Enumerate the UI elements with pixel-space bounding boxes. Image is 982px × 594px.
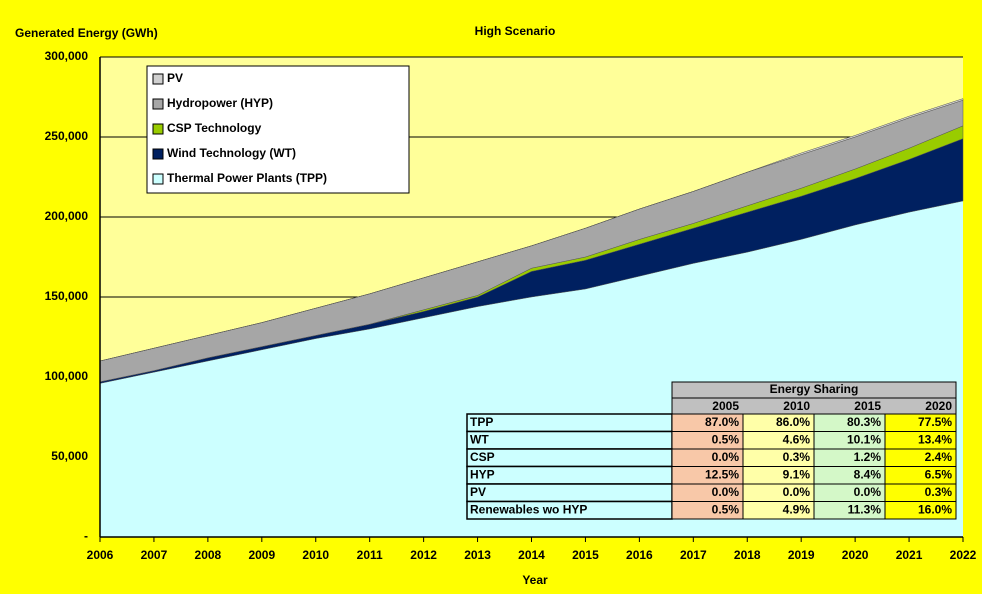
y-tick-label: 150,000: [45, 289, 89, 303]
table-row-label: HYP: [470, 467, 495, 481]
table-cell-text: 86.0%: [776, 415, 810, 429]
table-cell-text: 0.5%: [712, 432, 740, 446]
x-tick-label: 2012: [410, 548, 437, 562]
table-cell-text: 0.5%: [712, 502, 740, 516]
legend-swatch: [152, 123, 164, 135]
y-axis-label: Generated Energy (GWh): [15, 26, 158, 40]
legend-label: PV: [167, 71, 183, 85]
table-row-label: PV: [470, 485, 486, 499]
x-tick-label: 2019: [788, 548, 815, 562]
table-cell-text: 0.0%: [712, 450, 740, 464]
table-cell-text: 16.0%: [918, 502, 952, 516]
table-cell-text: 0.3%: [783, 450, 811, 464]
x-tick-label: 2015: [572, 548, 599, 562]
y-tick-label: 300,000: [45, 49, 89, 63]
x-tick-label: 2010: [302, 548, 329, 562]
table-row-label: TPP: [470, 415, 493, 429]
x-tick-label: 2008: [195, 548, 222, 562]
chart-title: High Scenario: [475, 24, 556, 38]
table-row-label-cell: [466, 413, 673, 433]
y-tick-label: 200,000: [45, 209, 89, 223]
x-tick-label: 2020: [842, 548, 869, 562]
table-row-label: Renewables wo HYP: [470, 502, 587, 516]
table-cell-text: 0.0%: [783, 485, 811, 499]
area: [99, 98, 964, 362]
table-cell-text: 0.0%: [854, 485, 882, 499]
x-tick-label: 2022: [950, 548, 977, 562]
legend-swatch: [152, 73, 164, 85]
table-title: Energy Sharing: [770, 382, 859, 396]
y-tick-label: 50,000: [51, 449, 88, 463]
x-tick-label: 2011: [357, 548, 383, 562]
table-cell-text: 10.1%: [847, 432, 881, 446]
table-cell-text: 1.2%: [854, 450, 882, 464]
table-cell-text: 4.6%: [783, 432, 811, 446]
table-cell-text: 0.3%: [925, 485, 953, 499]
table-cell-text: 87.0%: [705, 415, 739, 429]
table-row-label-cell: [466, 465, 673, 485]
table-row-label-cell: [466, 448, 673, 468]
table-cell-text: 11.3%: [848, 502, 882, 516]
legend-label: CSP Technology: [167, 121, 262, 135]
x-tick-label: 2014: [518, 548, 545, 562]
x-tick-label: 2018: [734, 548, 761, 562]
table-row-label-cell: [466, 483, 673, 503]
table-column-header: 2015: [854, 399, 881, 413]
x-tick-label: 2009: [248, 548, 275, 562]
table-cell-text: 13.4%: [918, 432, 952, 446]
table-cell: [884, 501, 957, 520]
table-row-label: WT: [470, 432, 489, 446]
legend-label: Thermal Power Plants (TPP): [167, 171, 327, 185]
table-cell-text: 9.1%: [783, 467, 811, 481]
table-cell-text: 4.9%: [783, 502, 811, 516]
x-tick-label: 2017: [680, 548, 707, 562]
table-cell-text: 77.5%: [918, 415, 952, 429]
table-cell-text: 80.3%: [847, 415, 881, 429]
x-tick-label: 2016: [626, 548, 653, 562]
y-tick-label: -: [84, 529, 88, 543]
table-cell-text: 6.5%: [925, 467, 953, 481]
legend-swatch: [152, 148, 164, 160]
legend-label: Hydropower (HYP): [167, 96, 273, 110]
legend-swatch: [152, 173, 164, 185]
legend: PV Hydropower (HYP) CSP Technology Wind Tec…: [146, 65, 410, 194]
legend-box: [146, 65, 410, 194]
table-cell-text: 8.4%: [854, 467, 882, 481]
data-table: Energy Sharing 2005 2010 2015 2020 TPP 87.0% 86…: [466, 381, 957, 520]
x-axis-label: Year: [522, 573, 548, 587]
table-row-label-cell: [466, 430, 673, 450]
table-cell-text: 0.0%: [712, 485, 740, 499]
table-column-header: 2020: [925, 399, 952, 413]
table-cell-text: 2.4%: [925, 450, 953, 464]
table-cell-text: 12.5%: [705, 467, 739, 481]
legend-swatch: [152, 98, 164, 110]
table-column-header: 2005: [712, 399, 739, 413]
y-tick-label: 100,000: [45, 369, 89, 383]
legend-label: Wind Technology (WT): [167, 146, 296, 160]
x-tick-label: 2007: [141, 548, 168, 562]
table-row-label: CSP: [470, 450, 495, 464]
table-column-header: 2010: [783, 399, 810, 413]
x-tick-label: 2021: [896, 548, 923, 562]
x-tick-label: 2013: [464, 548, 491, 562]
y-tick-label: 250,000: [45, 129, 89, 143]
x-tick-label: 2006: [87, 548, 114, 562]
